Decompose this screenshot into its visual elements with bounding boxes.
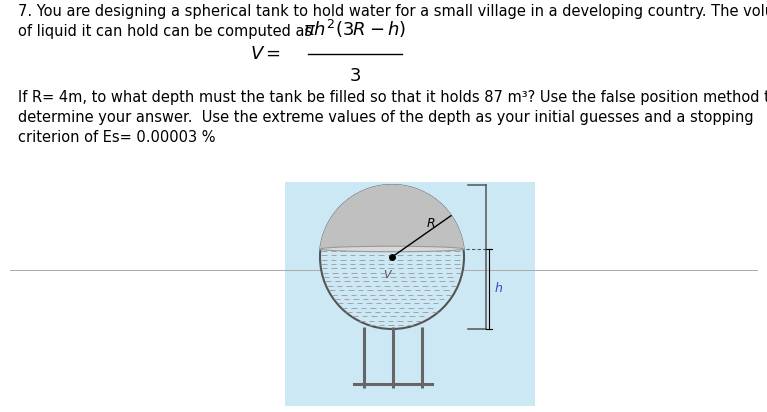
- Text: R: R: [426, 217, 435, 230]
- Ellipse shape: [321, 246, 463, 252]
- Text: $V =$: $V =$: [249, 45, 281, 63]
- Text: 7. You are designing a spherical tank to hold water for a small village in a dev: 7. You are designing a spherical tank to…: [18, 4, 767, 19]
- Text: h: h: [495, 283, 503, 295]
- Ellipse shape: [320, 185, 464, 329]
- Text: $\pi h^2(3R - h)$: $\pi h^2(3R - h)$: [303, 18, 407, 40]
- Bar: [285, 182, 535, 406]
- Text: V: V: [384, 270, 391, 280]
- Text: criterion of Es= 0.00003 %: criterion of Es= 0.00003 %: [18, 130, 216, 145]
- Text: $3$: $3$: [349, 67, 361, 85]
- Polygon shape: [321, 185, 463, 249]
- Text: If R= 4m, to what depth must the tank be filled so that it holds 87 m³? Use the : If R= 4m, to what depth must the tank be…: [18, 90, 767, 105]
- Text: determine your answer.  Use the extreme values of the depth as your initial gues: determine your answer. Use the extreme v…: [18, 110, 754, 125]
- Text: of liquid it can hold can be computed as: of liquid it can hold can be computed as: [18, 24, 312, 39]
